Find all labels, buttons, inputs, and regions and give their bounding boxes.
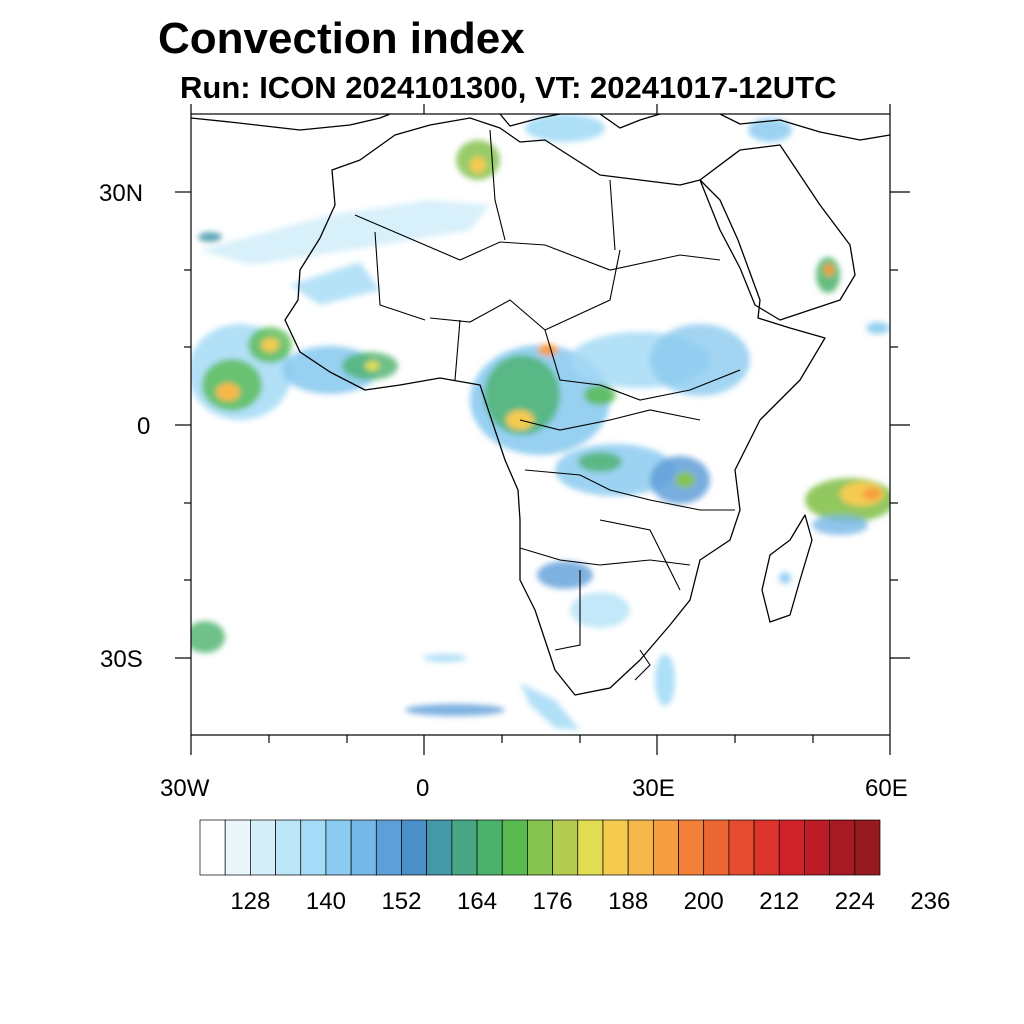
lat-label-30n: 30N	[99, 180, 144, 207]
colorbar-swatch	[476, 819, 503, 876]
colorbar-tick-label: 152	[381, 888, 422, 915]
colorbar-swatch	[224, 819, 251, 876]
colorbar-swatch	[350, 819, 377, 876]
colorbar-swatch	[401, 819, 428, 876]
lon-label-0: 0	[416, 775, 430, 802]
colorbar-swatch	[451, 819, 478, 876]
colorbar-tick-label: 212	[759, 888, 800, 915]
lat-label-0: 0	[137, 413, 151, 440]
colorbar-tick-label: 164	[457, 888, 498, 915]
colorbar	[199, 819, 881, 876]
colorbar-swatch	[375, 819, 402, 876]
colorbar-tick-label: 188	[608, 888, 649, 915]
colorbar-swatch	[678, 819, 705, 876]
lon-label-30e: 30E	[632, 775, 675, 802]
lon-label-60e: 60E	[865, 775, 908, 802]
colorbar-tick-label: 176	[532, 888, 573, 915]
colorbar-swatch	[753, 819, 780, 876]
colorbar-swatch	[728, 819, 755, 876]
country-borders	[354, 129, 741, 681]
colorbar-swatch	[199, 819, 226, 876]
colorbar-swatch	[652, 819, 679, 876]
chart-title: Convection index	[158, 14, 525, 63]
colorbar-tick-label: 224	[834, 888, 875, 915]
colorbar-swatch	[627, 819, 654, 876]
colorbar-swatch	[501, 819, 528, 876]
colorbar-swatch	[703, 819, 730, 876]
lat-label-30s: 30S	[100, 646, 143, 673]
colorbar-swatch	[577, 819, 604, 876]
coastlines	[191, 114, 890, 696]
colorbar-swatch	[325, 819, 352, 876]
colorbar-swatch	[778, 819, 805, 876]
colorbar-swatch	[426, 819, 453, 876]
colorbar-swatch	[275, 819, 302, 876]
colorbar-swatch	[300, 819, 327, 876]
chart-subtitle: Run: ICON 2024101300, VT: 20241017-12UTC	[180, 70, 837, 105]
colorbar-swatch	[552, 819, 579, 876]
colorbar-tick-label: 236	[910, 888, 951, 915]
colorbar-tick-label: 140	[305, 888, 346, 915]
colorbar-tick-label: 200	[683, 888, 724, 915]
colorbar-tick-label: 128	[230, 888, 271, 915]
colorbar-swatch	[250, 819, 276, 876]
convection-field	[191, 114, 890, 730]
axis-ticks	[175, 104, 910, 755]
colorbar-swatch	[804, 819, 830, 876]
colorbar-swatch	[854, 819, 881, 876]
colorbar-swatch	[527, 819, 553, 876]
map-area	[191, 114, 890, 735]
colorbar-swatch	[602, 819, 629, 876]
colorbar-swatch	[829, 819, 856, 876]
lon-label-30w: 30W	[160, 775, 210, 802]
